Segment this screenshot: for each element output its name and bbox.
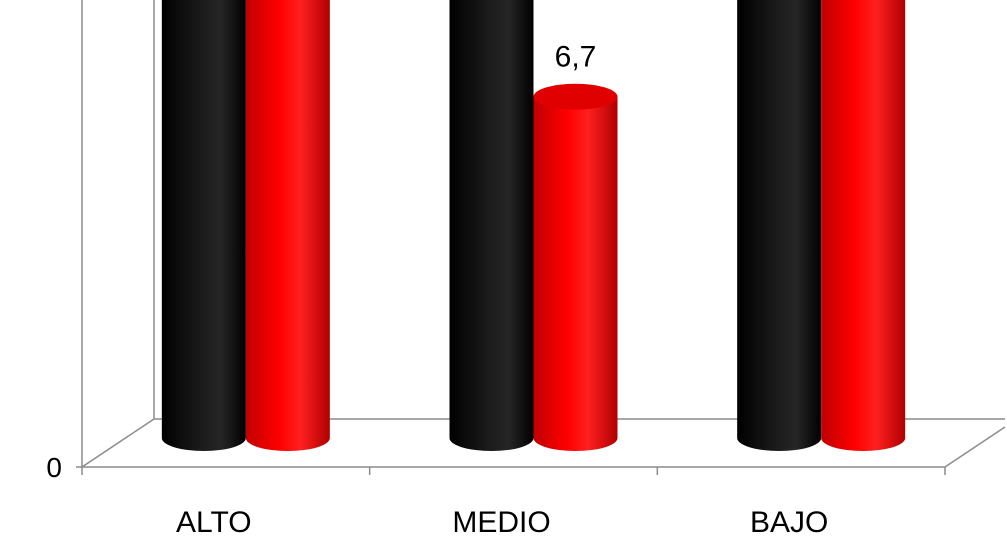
cylinder-body bbox=[821, 0, 906, 451]
x-tick-label: MEDIO bbox=[452, 506, 550, 539]
cylinder-body bbox=[737, 0, 822, 451]
cylinder-top bbox=[533, 83, 618, 110]
gridline bbox=[81, 418, 1005, 468]
x-tick-label: ALTO bbox=[176, 506, 252, 539]
y-axis: 01020304050607080 bbox=[46, 0, 83, 483]
cylinder-medio-2 bbox=[533, 83, 618, 452]
cylinder-alto-2 bbox=[245, 0, 330, 451]
y-tick-label: 0 bbox=[46, 452, 62, 483]
x-axis: ALTO MEDIO BAJO bbox=[81, 467, 946, 539]
bars bbox=[161, 0, 906, 452]
gridlines bbox=[81, 418, 1005, 468]
cylinder-bajo-1 bbox=[737, 0, 822, 451]
cylinder-body bbox=[245, 0, 330, 451]
cylinder-body bbox=[533, 96, 618, 452]
cylinder-medio-1 bbox=[449, 0, 534, 451]
data-labels: 13,373,333,36,753,320 bbox=[555, 41, 597, 74]
cylinder-body bbox=[449, 0, 534, 451]
x-tick-label: BAJO bbox=[750, 506, 828, 539]
cylinder-body bbox=[161, 0, 246, 451]
cylinder-alto-1 bbox=[161, 0, 246, 451]
cylinder-bajo-2 bbox=[821, 0, 906, 451]
data-label: 6,7 bbox=[555, 41, 597, 74]
